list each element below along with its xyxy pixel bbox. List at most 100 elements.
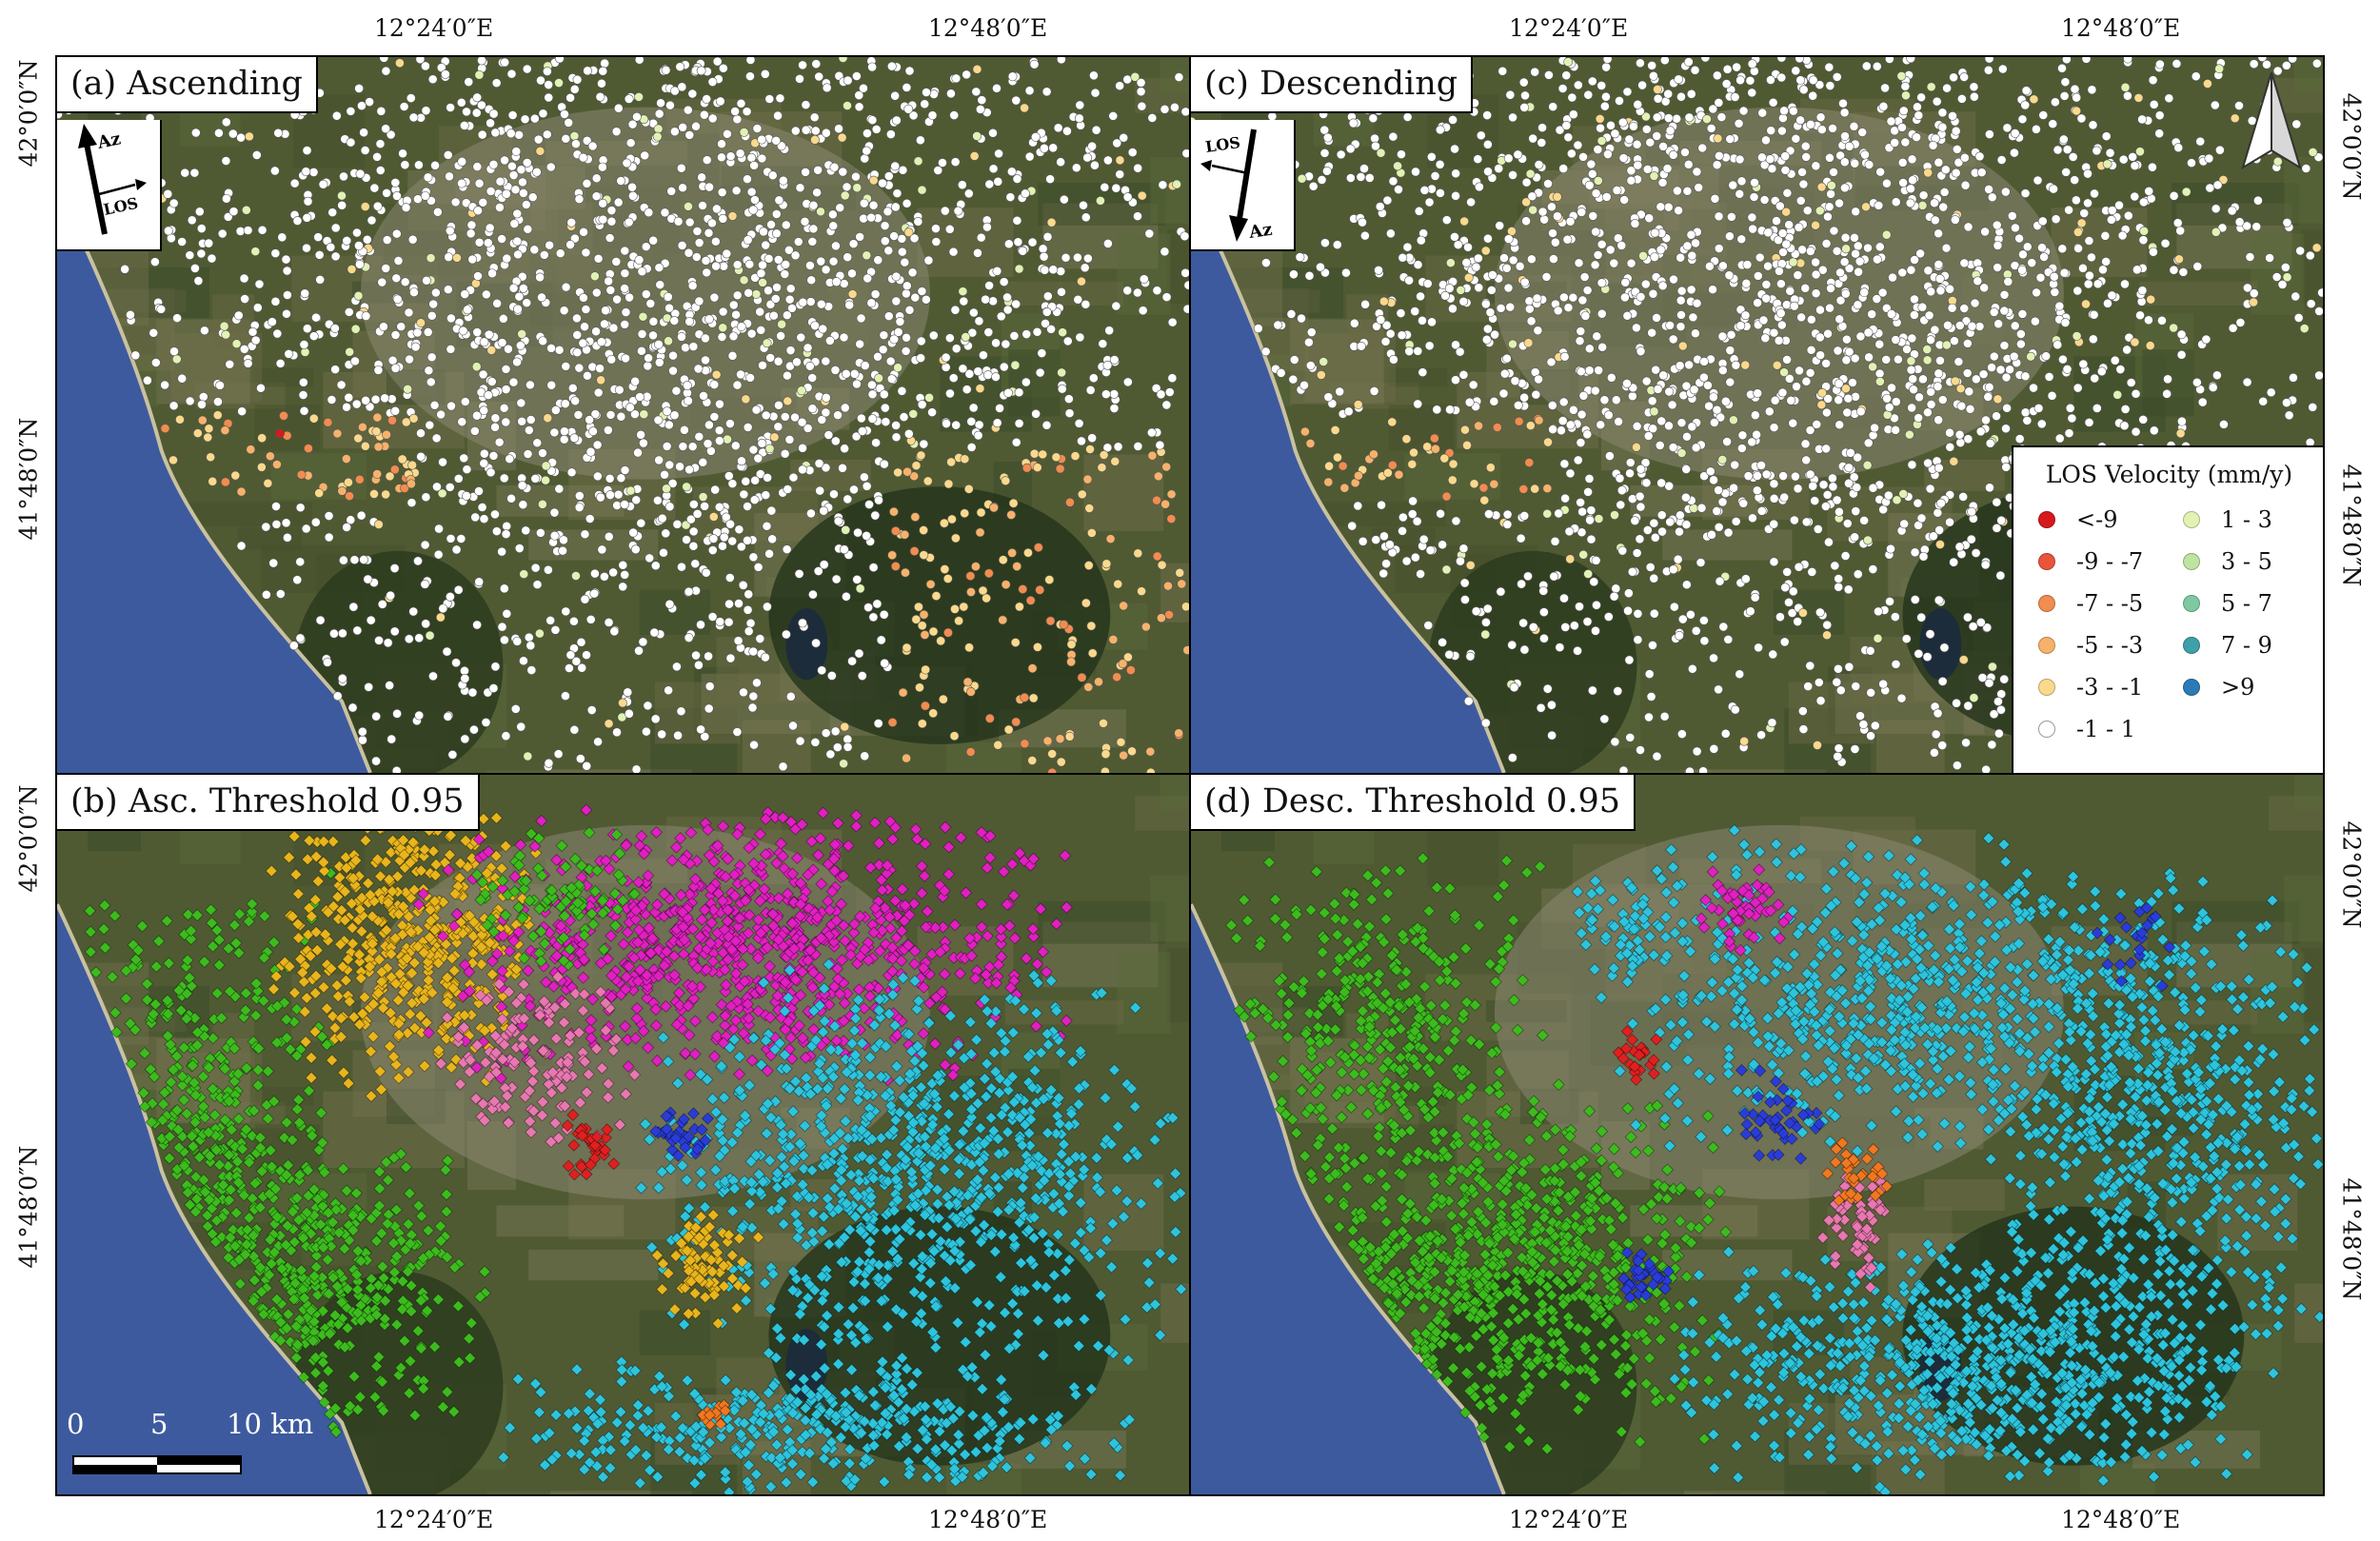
ps-point (366, 615, 376, 625)
ps-point (808, 589, 818, 600)
ps-point (1829, 167, 1838, 177)
ps-point (1378, 568, 1389, 579)
ps-point (387, 734, 397, 744)
ps-point (684, 586, 694, 597)
ps-point (663, 292, 673, 302)
ps-point (673, 216, 684, 227)
ps-point (1495, 221, 1505, 230)
ps-point (1407, 509, 1418, 519)
ps-point (1736, 444, 1747, 453)
ps-point (1530, 484, 1540, 494)
ps-point (1083, 561, 1094, 570)
ps-point (2192, 262, 2203, 271)
ps-point (725, 519, 736, 529)
ps-point (214, 128, 224, 138)
ps-point (612, 727, 622, 738)
ps-point (724, 617, 734, 627)
ps-point (532, 580, 543, 590)
ps-point (1795, 365, 1804, 376)
ps-point (1914, 648, 1924, 659)
ps-point (1322, 132, 1333, 143)
ps-point (396, 322, 407, 331)
ps-point (163, 188, 173, 199)
ps-point (886, 374, 897, 384)
ps-point (1116, 737, 1126, 747)
ps-point (1683, 159, 1694, 169)
ps-point (390, 178, 401, 188)
ps-point (391, 228, 402, 239)
ps-point (1681, 520, 1692, 529)
ps-point (851, 71, 862, 81)
ps-point (1509, 682, 1519, 693)
ps-point (1374, 266, 1383, 275)
map-descending (1191, 57, 2323, 773)
ps-point (1316, 370, 1326, 380)
ps-point (700, 732, 710, 741)
ps-point (1323, 392, 1334, 402)
ps-point (337, 200, 347, 210)
ps-point (460, 289, 470, 299)
ps-point (649, 627, 660, 638)
ps-point (189, 168, 200, 178)
ps-point (1085, 385, 1096, 395)
ps-point (585, 614, 596, 624)
ps-point (1907, 460, 1917, 470)
ps-point (1848, 378, 1857, 387)
ps-point (1288, 374, 1299, 385)
ps-point (2230, 113, 2240, 124)
ps-point (1152, 551, 1162, 562)
ps-point (1687, 250, 1697, 261)
ps-point (1001, 476, 1011, 486)
ps-point (638, 637, 648, 647)
ps-point (1576, 438, 1586, 447)
ps-point (625, 403, 635, 413)
ps-point (1734, 118, 1744, 128)
ps-point (919, 525, 929, 535)
field-patch (486, 1492, 580, 1494)
ps-point (1683, 57, 1694, 67)
ps-point (1712, 160, 1722, 170)
ps-point (580, 322, 589, 332)
ps-point (1815, 607, 1825, 618)
ps-point (1769, 519, 1779, 529)
ps-point (732, 260, 743, 270)
ps-point (1926, 286, 1936, 297)
ps-point (1541, 271, 1552, 282)
ps-point (625, 485, 636, 496)
ps-point (2234, 217, 2245, 227)
ps-point (1102, 360, 1113, 370)
ps-point (1622, 87, 1633, 97)
ps-point (1826, 284, 1835, 293)
ps-point (808, 224, 819, 234)
ps-point (748, 691, 759, 701)
ps-point (1474, 421, 1483, 431)
ps-point (426, 310, 437, 321)
ps-point (1714, 150, 1724, 161)
ps-point (2032, 287, 2041, 298)
ps-point (684, 316, 695, 326)
legend-swatch (2183, 511, 2200, 528)
ps-point (1777, 126, 1787, 136)
ps-point (798, 464, 807, 475)
ps-point (724, 573, 735, 583)
ps-point (1087, 648, 1098, 659)
ps-point (1450, 144, 1459, 154)
ps-point (518, 177, 527, 188)
ps-point (508, 377, 519, 387)
ps-point (292, 216, 303, 226)
ps-point (1602, 57, 1613, 64)
ps-point (797, 417, 807, 427)
ps-point (1753, 471, 1762, 481)
ps-point (1961, 316, 1972, 326)
ps-point (1040, 143, 1049, 153)
ps-point (2053, 145, 2063, 155)
ps-point (843, 252, 853, 263)
ps-point (443, 285, 453, 294)
ps-point (1649, 608, 1659, 619)
ps-point (223, 212, 233, 222)
ps-point (1984, 185, 1993, 194)
ps-point (432, 482, 442, 492)
ps-point (457, 156, 467, 167)
ps-point (597, 544, 607, 555)
ps-point (1779, 106, 1789, 116)
